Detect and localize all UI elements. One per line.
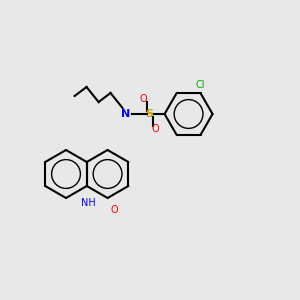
Text: S: S	[146, 109, 154, 119]
Text: O: O	[140, 94, 147, 104]
Text: O: O	[111, 205, 118, 215]
Text: NH: NH	[81, 198, 96, 208]
Text: O: O	[152, 124, 159, 134]
Text: N: N	[121, 109, 130, 119]
Text: Cl: Cl	[196, 80, 205, 90]
